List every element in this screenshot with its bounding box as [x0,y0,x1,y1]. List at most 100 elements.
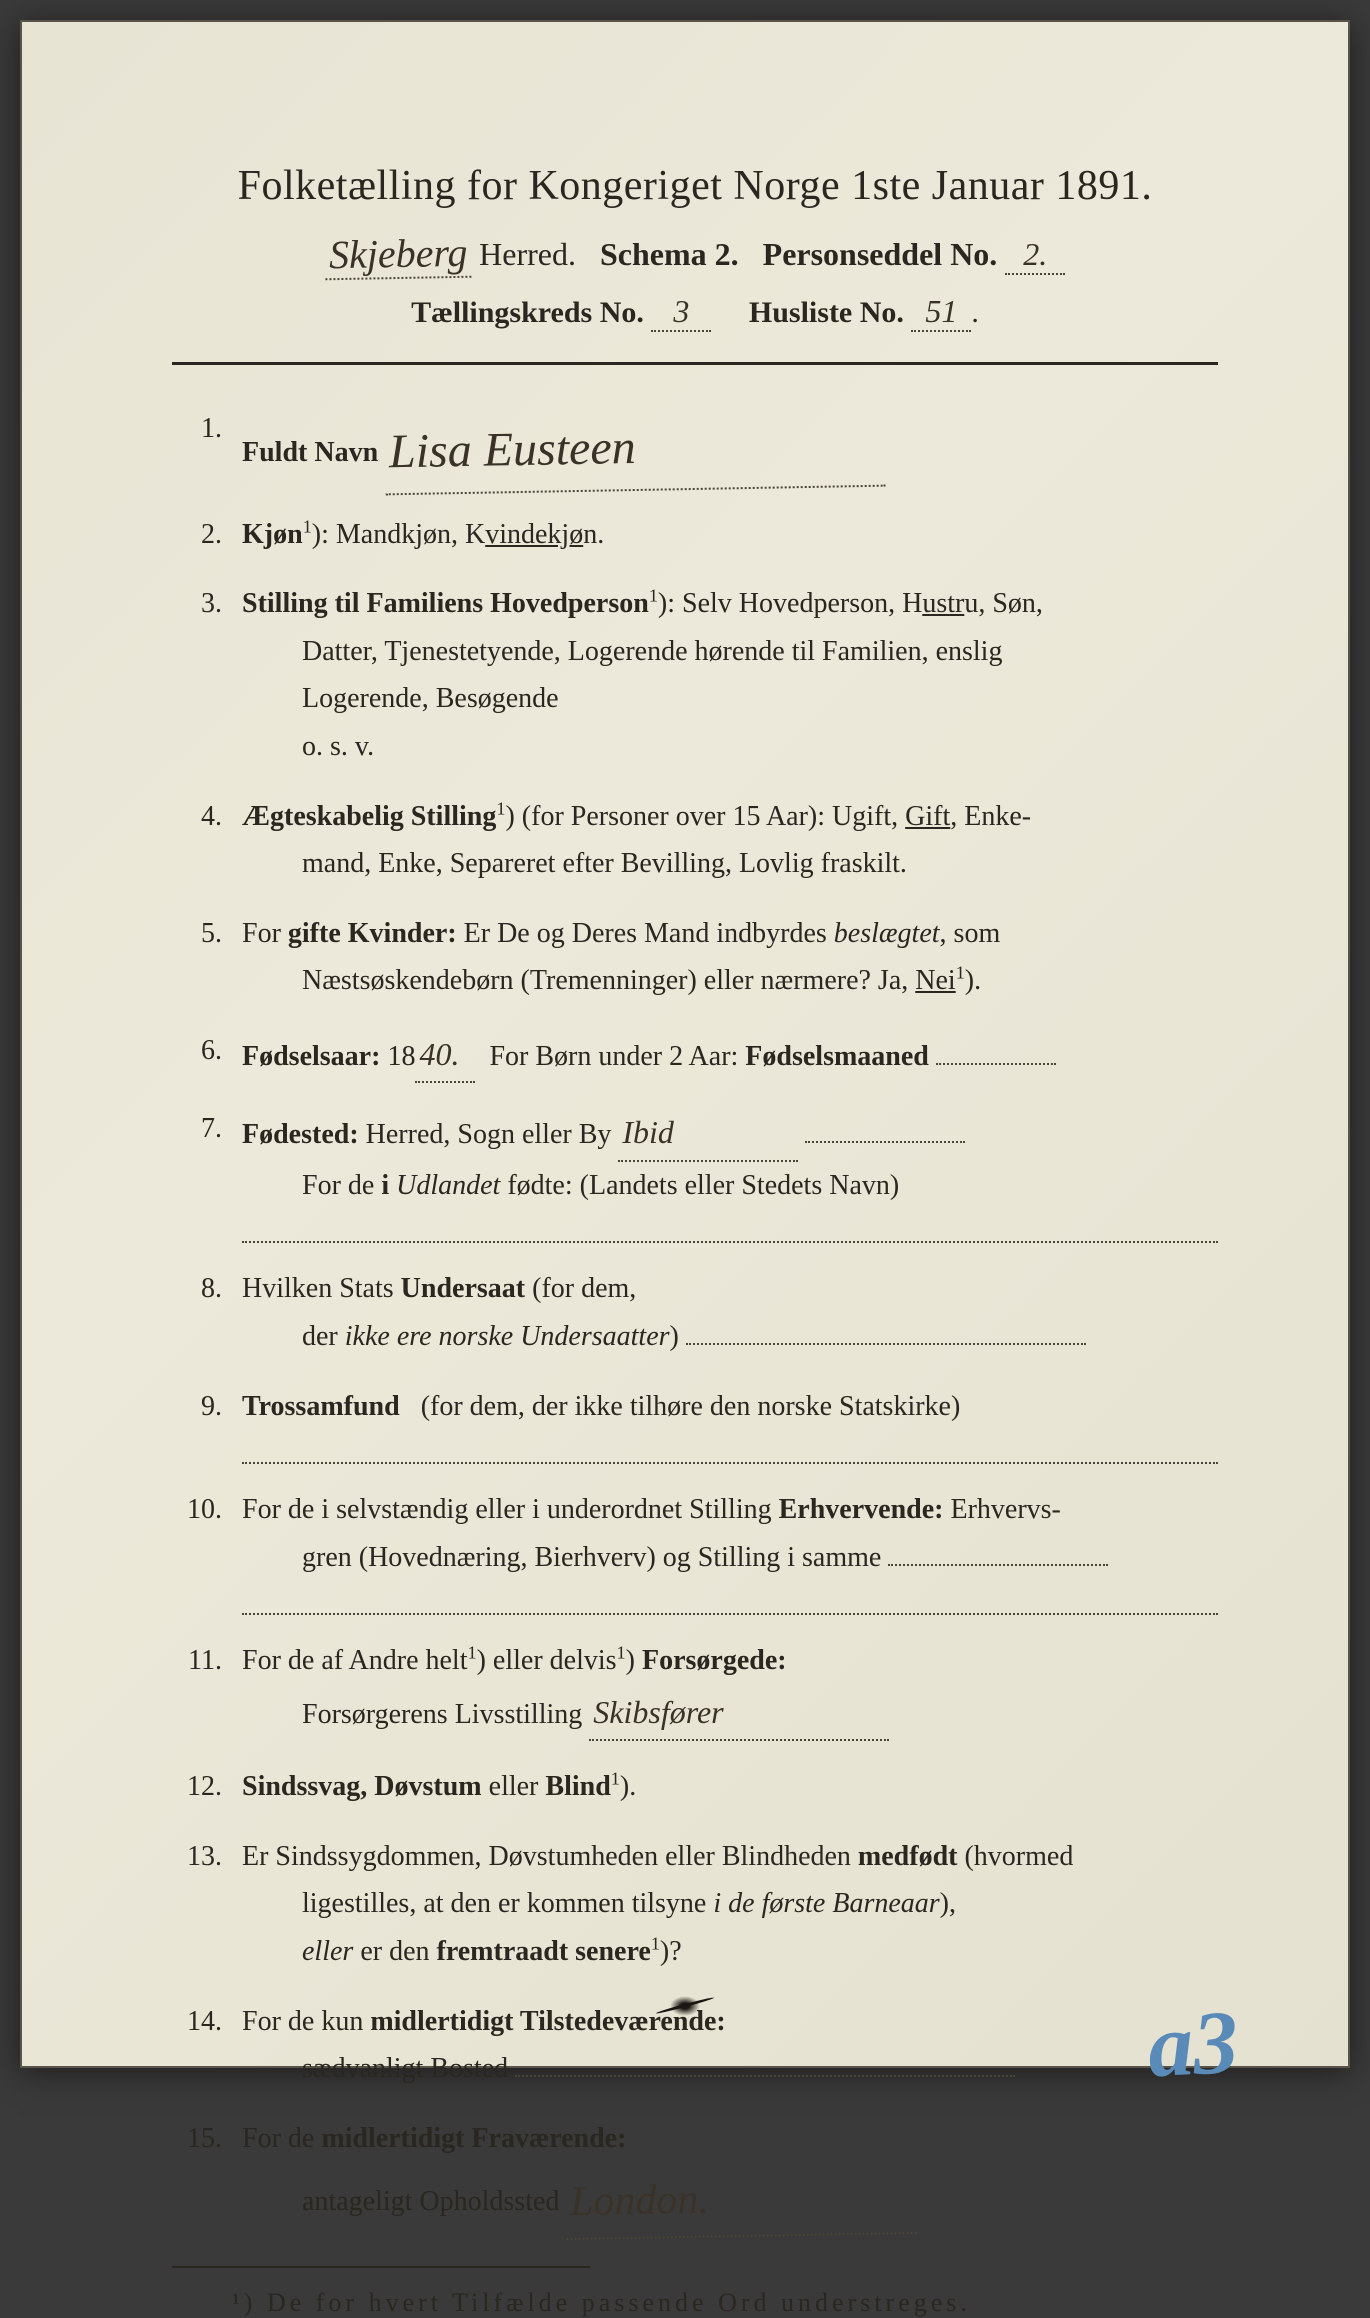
person-no: 2. [1005,236,1065,275]
item-content: Fødselsaar: 1840. For Børn under 2 Aar: … [242,1027,1218,1083]
item-15: 15. For de midlertidigt Fraværende: anta… [182,2115,1218,2236]
text-line: gren (Hovednæring, Bierhverv) og Stillin… [242,1534,1218,1582]
item-content: Ægteskabelig Stilling1) (for Personer ov… [242,793,1218,888]
selected-option: ustr [922,588,964,619]
item-13: 13. Er Sindssygdommen, Døvstumheden elle… [182,1833,1218,1976]
item-7: 7. Fødested: Herred, Sogn eller By Ibid … [182,1105,1218,1243]
item-content: For gifte Kvinder: Er De og Deres Mand i… [242,910,1218,1005]
text: o. s. v. [242,723,1218,771]
field-label: midlertidigt Fraværende: [321,2123,626,2154]
footnote-divider [172,2266,590,2268]
text: , som [940,918,1001,949]
text-line: ligestilles, at den er kommen tilsyne i … [242,1880,1218,1928]
birthplace-value: Ibid [618,1105,798,1161]
field-label: Fødselsaar: [242,1041,380,1072]
text: sædvanligt Bosted [302,2053,508,2084]
field-label: Stilling til Familiens Hovedperson [242,588,649,619]
text: (for dem, der ikke tilhøre den norske St… [421,1391,961,1422]
selected-option: vindekjø [485,519,583,550]
field-label: fremtraadt senere [437,1936,651,1967]
item-content: Fødested: Herred, Sogn eller By Ibid For… [242,1105,1218,1243]
item-content: Stilling til Familiens Hovedperson1): Se… [242,580,1218,770]
item-number: 15. [182,2115,242,2236]
item-8: 8. Hvilken Stats Undersaat (for dem, der… [182,1265,1218,1360]
blank-fill [242,1215,1218,1243]
item-6: 6. Fødselsaar: 1840. For Børn under 2 Aa… [182,1027,1218,1083]
item-2: 2. Kjøn1): Mandkjøn, Kvindekjøn. [182,511,1218,559]
text: i [381,1170,389,1201]
field-label: Fødselsmaaned [745,1041,929,1072]
text: ligestilles, at den er kommen tilsyne [302,1888,706,1919]
item-content: Kjøn1): Mandkjøn, Kvindekjøn. [242,511,1218,559]
text: Næstsøskendebørn (Tremenninger) eller næ… [302,965,915,996]
text: For de i selvstændig eller i underordnet… [242,1494,772,1525]
location-value: London. [566,2161,917,2240]
herred-line: Skjeberg Herred. Schema 2. Personseddel … [172,228,1218,277]
field-label: gifte Kvinder: [288,918,457,949]
kreds-label: Tællingskreds No. [411,296,644,329]
field-label: Fuldt Navn [242,437,378,468]
text-line: der ikke ere norske Undersaatter) [242,1313,1218,1361]
text: (for Personer over 15 Aar): Ugift, [522,801,905,832]
text: gren (Hovednæring, Bierhverv) og Stillin… [302,1542,881,1573]
header-divider [172,362,1218,365]
item-number: 11. [182,1637,242,1741]
text-line: Forsørgerens Livsstilling Skibsfører [242,1685,1218,1741]
item-3: 3. Stilling til Familiens Hovedperson1):… [182,580,1218,770]
item-14: 14. For de kun midlertidigt Tilstedevære… [182,1998,1218,2093]
herred-value: Skjeberg [324,229,471,281]
field-label: Forsørgede: [642,1645,787,1676]
text: beslægtet [834,918,940,949]
blank-fill [936,1063,1056,1065]
text: Mandkjøn, K [336,519,485,550]
herred-label: Herred. [479,236,576,272]
person-label: Personseddel No. [763,236,998,272]
text: Herred, Sogn eller By [366,1119,612,1150]
husliste-label: Husliste No. [749,296,904,329]
kreds-line: Tællingskreds No. 3 Husliste No. 51. [172,293,1218,332]
item-number: 7. [182,1105,242,1243]
text: mand, Enke, Separeret efter Bevilling, L… [242,840,1218,888]
provider-value: Skibsfører [589,1685,889,1741]
text: For Børn under 2 Aar: [489,1041,738,1072]
item-content: Trossamfund (for dem, der ikke tilhøre d… [242,1383,1218,1465]
text: For de af Andre helt [242,1645,468,1676]
blank-fill [242,1587,1218,1615]
text: 18 [387,1041,415,1072]
item-9: 9. Trossamfund (for dem, der ikke tilhør… [182,1383,1218,1465]
text: er den [360,1936,429,1967]
item-number: 5. [182,910,242,1005]
item-content: For de i selvstændig eller i underordnet… [242,1486,1218,1615]
text: , Enke- [950,801,1031,832]
text: der [302,1321,338,1352]
text: Hvilken Stats [242,1273,394,1304]
text-line: antageligt Opholdssted London. [242,2162,1218,2235]
text: n. [583,519,604,550]
blank-fill [805,1141,965,1143]
selected-option: Nei [915,965,955,996]
husliste-no: 51 [911,293,971,332]
kreds-no: 3 [651,293,711,332]
text: Selv Hovedperson, H [682,588,922,619]
footnote-text: ¹) De for hvert Tilfælde passende Ord un… [172,2288,1218,2318]
form-header: Folketælling for Kongeriget Norge 1ste J… [172,162,1218,332]
blank-fill [686,1343,1086,1345]
item-number: 12. [182,1763,242,1811]
year-value: 40. [415,1027,475,1083]
name-value: Lisa Eusteen [384,403,885,495]
item-number: 14. [182,1998,242,2093]
text: For de [302,1170,374,1201]
item-number: 13. [182,1833,242,1976]
text: For de kun [242,2006,363,2037]
field-label: medfødt [858,1841,958,1872]
field-label: Trossamfund [242,1391,400,1422]
text: fødte: (Landets eller Stedets Navn) [507,1170,899,1201]
main-title: Folketælling for Kongeriget Norge 1ste J… [172,162,1218,210]
item-content: For de midlertidigt Fraværende: antageli… [242,2115,1218,2236]
census-form-page: Folketælling for Kongeriget Norge 1ste J… [20,20,1350,2068]
blank-fill [242,1436,1218,1464]
item-12: 12. Sindssvag, Døvstum eller Blind1). [182,1763,1218,1811]
text: For de [242,2123,314,2154]
text: Udlandet [396,1170,500,1201]
text-line: For de i Udlandet fødte: (Landets eller … [242,1162,1218,1210]
